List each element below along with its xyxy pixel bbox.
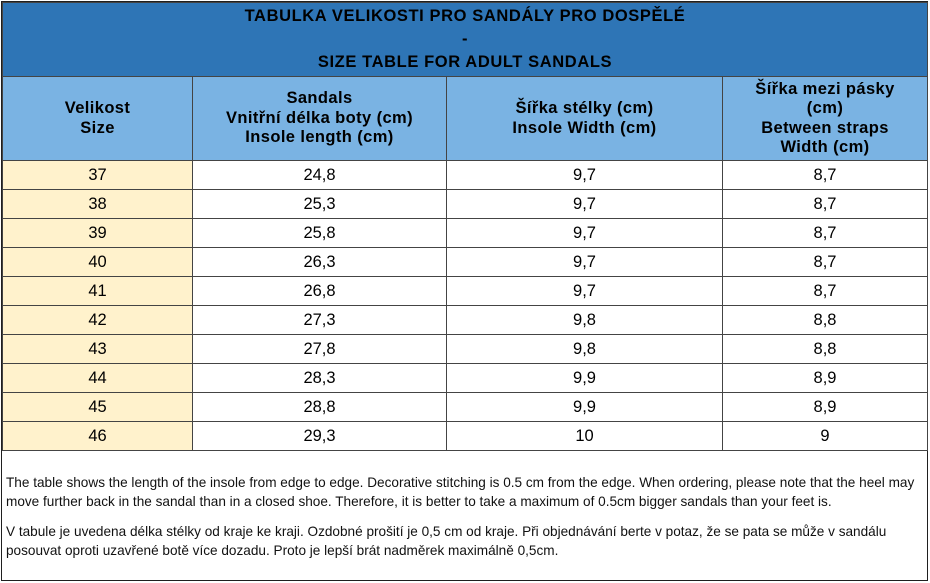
insole-width-cell: 9,7 xyxy=(446,160,723,190)
strap-width-cell: 8,7 xyxy=(721,276,929,306)
insole-width-cell: 9,8 xyxy=(446,334,723,364)
insole-width-cell: 9,9 xyxy=(446,363,723,393)
header-line: Insole Width (cm) xyxy=(512,118,657,137)
strap-width-cell: 8,7 xyxy=(721,247,929,277)
insole-length-cell: 25,8 xyxy=(192,218,447,248)
size-cell: 43 xyxy=(2,334,193,364)
insole-width-cell: 10 xyxy=(446,421,723,451)
size-cell: 46 xyxy=(2,421,193,451)
insole-length-cell: 25,3 xyxy=(192,189,447,219)
header-size: Velikost Size xyxy=(2,76,193,161)
table-row: 41 26,8 9,7 8,7 xyxy=(2,276,929,306)
strap-width-cell: 8,7 xyxy=(721,189,929,219)
insole-width-cell: 9,7 xyxy=(446,189,723,219)
table-row: 37 24,8 9,7 8,7 xyxy=(2,160,929,190)
header-line: Between straps xyxy=(761,118,889,137)
insole-length-cell: 26,8 xyxy=(192,276,447,306)
insole-length-cell: 27,3 xyxy=(192,305,447,335)
header-line: Velikost xyxy=(64,99,131,117)
insole-length-cell: 28,8 xyxy=(192,392,447,422)
size-cell: 40 xyxy=(2,247,193,277)
insole-width-cell: 9,8 xyxy=(446,305,723,335)
header-insole-width: Šířka stélky (cm) Insole Width (cm) xyxy=(446,76,723,161)
insole-width-cell: 9,7 xyxy=(446,218,723,248)
header-line: Šířka stélky (cm) xyxy=(515,99,654,117)
header-line: Šířka mezi pásky xyxy=(755,79,895,98)
table-row: 39 25,8 9,7 8,7 xyxy=(2,218,929,248)
header-line: Size xyxy=(80,118,115,137)
title-separator: - xyxy=(461,30,469,48)
table-row: 44 28,3 9,9 8,9 xyxy=(2,363,929,393)
size-cell: 41 xyxy=(2,276,193,306)
size-cell: 45 xyxy=(2,392,193,422)
size-cell: 44 xyxy=(2,363,193,393)
size-cell: 38 xyxy=(2,189,193,219)
size-cell: 39 xyxy=(2,218,193,248)
insole-length-cell: 28,3 xyxy=(192,363,447,393)
strap-width-cell: 8,7 xyxy=(721,218,929,248)
header-line: (cm) xyxy=(806,99,844,117)
table-row: 46 29,3 10 9 xyxy=(2,421,929,451)
insole-width-cell: 9,9 xyxy=(446,392,723,422)
strap-width-cell: 8,7 xyxy=(721,160,929,190)
title-line-english: SIZE TABLE FOR ADULT SANDALS xyxy=(317,53,613,71)
size-cell: 37 xyxy=(2,160,193,190)
header-line: Vnitřní délka boty (cm) xyxy=(225,108,414,127)
note-czech: V tabule je uvedena délka stélky od kraj… xyxy=(6,524,887,558)
strap-width-cell: 9 xyxy=(721,421,929,451)
header-insole-length: Sandals Vnitřní délka boty (cm) Insole l… xyxy=(192,76,447,161)
strap-width-cell: 8,8 xyxy=(721,305,929,335)
strap-width-cell: 8,8 xyxy=(721,334,929,364)
table-title: TABULKA VELIKOSTI PRO SANDÁLY PRO DOSPĚL… xyxy=(1,2,929,77)
header-line: Width (cm) xyxy=(780,138,870,156)
insole-length-cell: 27,8 xyxy=(192,334,447,364)
insole-width-cell: 9,7 xyxy=(446,247,723,277)
insole-length-cell: 26,3 xyxy=(192,247,447,277)
insole-width-cell: 9,7 xyxy=(446,276,723,306)
note-english: The table shows the length of the insole… xyxy=(6,475,915,509)
table-row: 43 27,8 9,8 8,8 xyxy=(2,334,929,364)
header-strap-width: Šířka mezi pásky (cm) Between straps Wid… xyxy=(721,76,929,161)
strap-width-cell: 8,9 xyxy=(721,363,929,393)
table-row: 38 25,3 9,7 8,7 xyxy=(2,189,929,219)
strap-width-cell: 8,9 xyxy=(721,392,929,422)
title-line-czech: TABULKA VELIKOSTI PRO SANDÁLY PRO DOSPĚL… xyxy=(244,7,686,25)
size-table: TABULKA VELIKOSTI PRO SANDÁLY PRO DOSPĚL… xyxy=(1,2,929,451)
header-line: Insole length (cm) xyxy=(245,128,394,147)
insole-length-cell: 24,8 xyxy=(192,160,447,190)
table-row: 42 27,3 9,8 8,8 xyxy=(2,305,929,335)
insole-length-cell: 29,3 xyxy=(192,421,447,451)
table-row: 45 28,8 9,9 8,9 xyxy=(2,392,929,422)
table-row: 40 26,3 9,7 8,7 xyxy=(2,247,929,277)
header-line: Sandals xyxy=(286,89,353,108)
notes-section: The table shows the length of the insole… xyxy=(6,473,926,560)
size-cell: 42 xyxy=(2,305,193,335)
